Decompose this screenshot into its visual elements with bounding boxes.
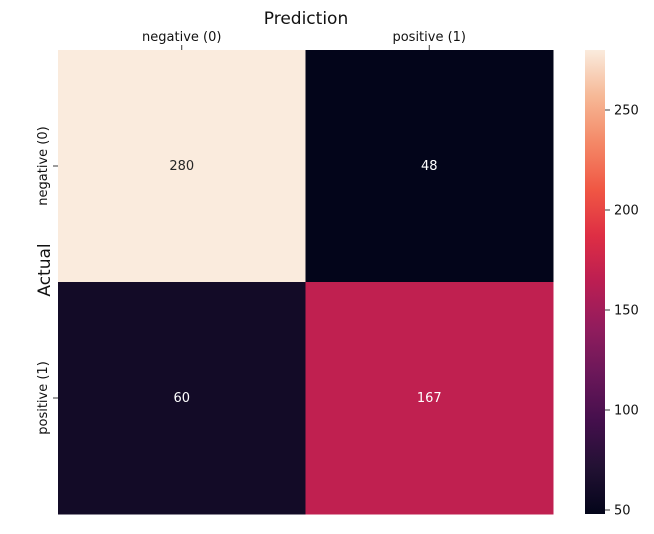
colorbar-tick-label: 100 — [614, 404, 639, 419]
x-tick-label: positive (1) — [392, 30, 466, 45]
colorbar: 50 100 150 200 250 — [585, 50, 639, 519]
heatmap-cells — [58, 50, 554, 515]
colorbar-tick-label: 200 — [614, 204, 639, 219]
cell-value-label: 48 — [421, 159, 438, 174]
colorbar-tick-label: 250 — [614, 104, 639, 119]
y-axis-title: Actual — [35, 243, 55, 296]
cell-value-label: 280 — [169, 159, 194, 174]
y-axis-left: negative (0) positive (1) — [36, 126, 58, 435]
colorbar-gradient — [585, 50, 605, 514]
cell-value-label: 167 — [417, 391, 442, 406]
heatmap-cell-r0-c1 — [305, 50, 554, 283]
x-axis-top: negative (0) positive (1) — [142, 30, 466, 50]
heatmap-cell-labels: 280 48 60 167 — [169, 159, 441, 406]
chart-title: Prediction — [264, 9, 348, 29]
heatmap-cell-r1-c0 — [58, 282, 306, 515]
y-tick-label: positive (1) — [36, 361, 51, 435]
heatmap-cell-r1-c1 — [305, 282, 554, 515]
colorbar-tick-label: 150 — [614, 304, 639, 319]
x-tick-label: negative (0) — [142, 30, 221, 45]
cell-value-label: 60 — [173, 391, 190, 406]
heatmap-cell-r0-c0 — [58, 50, 306, 283]
y-tick-label: negative (0) — [36, 126, 51, 205]
colorbar-tick-label: 50 — [614, 504, 631, 519]
